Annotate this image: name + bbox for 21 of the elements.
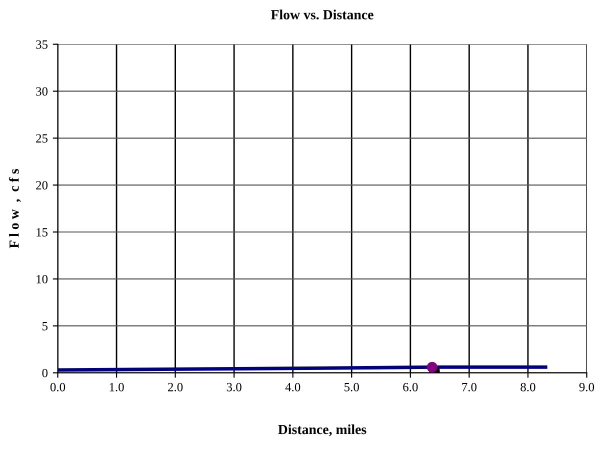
x-tick-label: 6.0: [403, 382, 418, 392]
chart-title: Flow vs. Distance: [270, 10, 374, 20]
x-tick-label: 9.0: [579, 382, 594, 392]
y-axis-title: F l o w , c f s: [8, 169, 21, 248]
y-tick-label: 0: [42, 368, 48, 378]
x-tick-label: 3.0: [226, 382, 242, 392]
x-axis-title: Distance, miles: [278, 424, 366, 436]
y-tick-label: 25: [36, 134, 48, 143]
y-tick-label: 20: [36, 181, 48, 190]
x-tick-label: 5.0: [344, 382, 359, 392]
x-tick-label: 1.0: [110, 382, 124, 392]
y-tick-label: 30: [36, 87, 48, 96]
y-tick-label: 10: [36, 274, 48, 284]
y-tick-label: 15: [36, 228, 48, 236]
x-tick-label: 8.0: [520, 382, 536, 392]
x-tick-label: 2.0: [168, 382, 183, 392]
x-tick-label: 7.0: [462, 382, 477, 392]
x-tick-label: 0.0: [50, 382, 66, 392]
y-tick-label: 5: [42, 322, 48, 330]
x-tick-label: 4.0: [285, 382, 300, 392]
y-tick-label: 35: [36, 40, 48, 49]
